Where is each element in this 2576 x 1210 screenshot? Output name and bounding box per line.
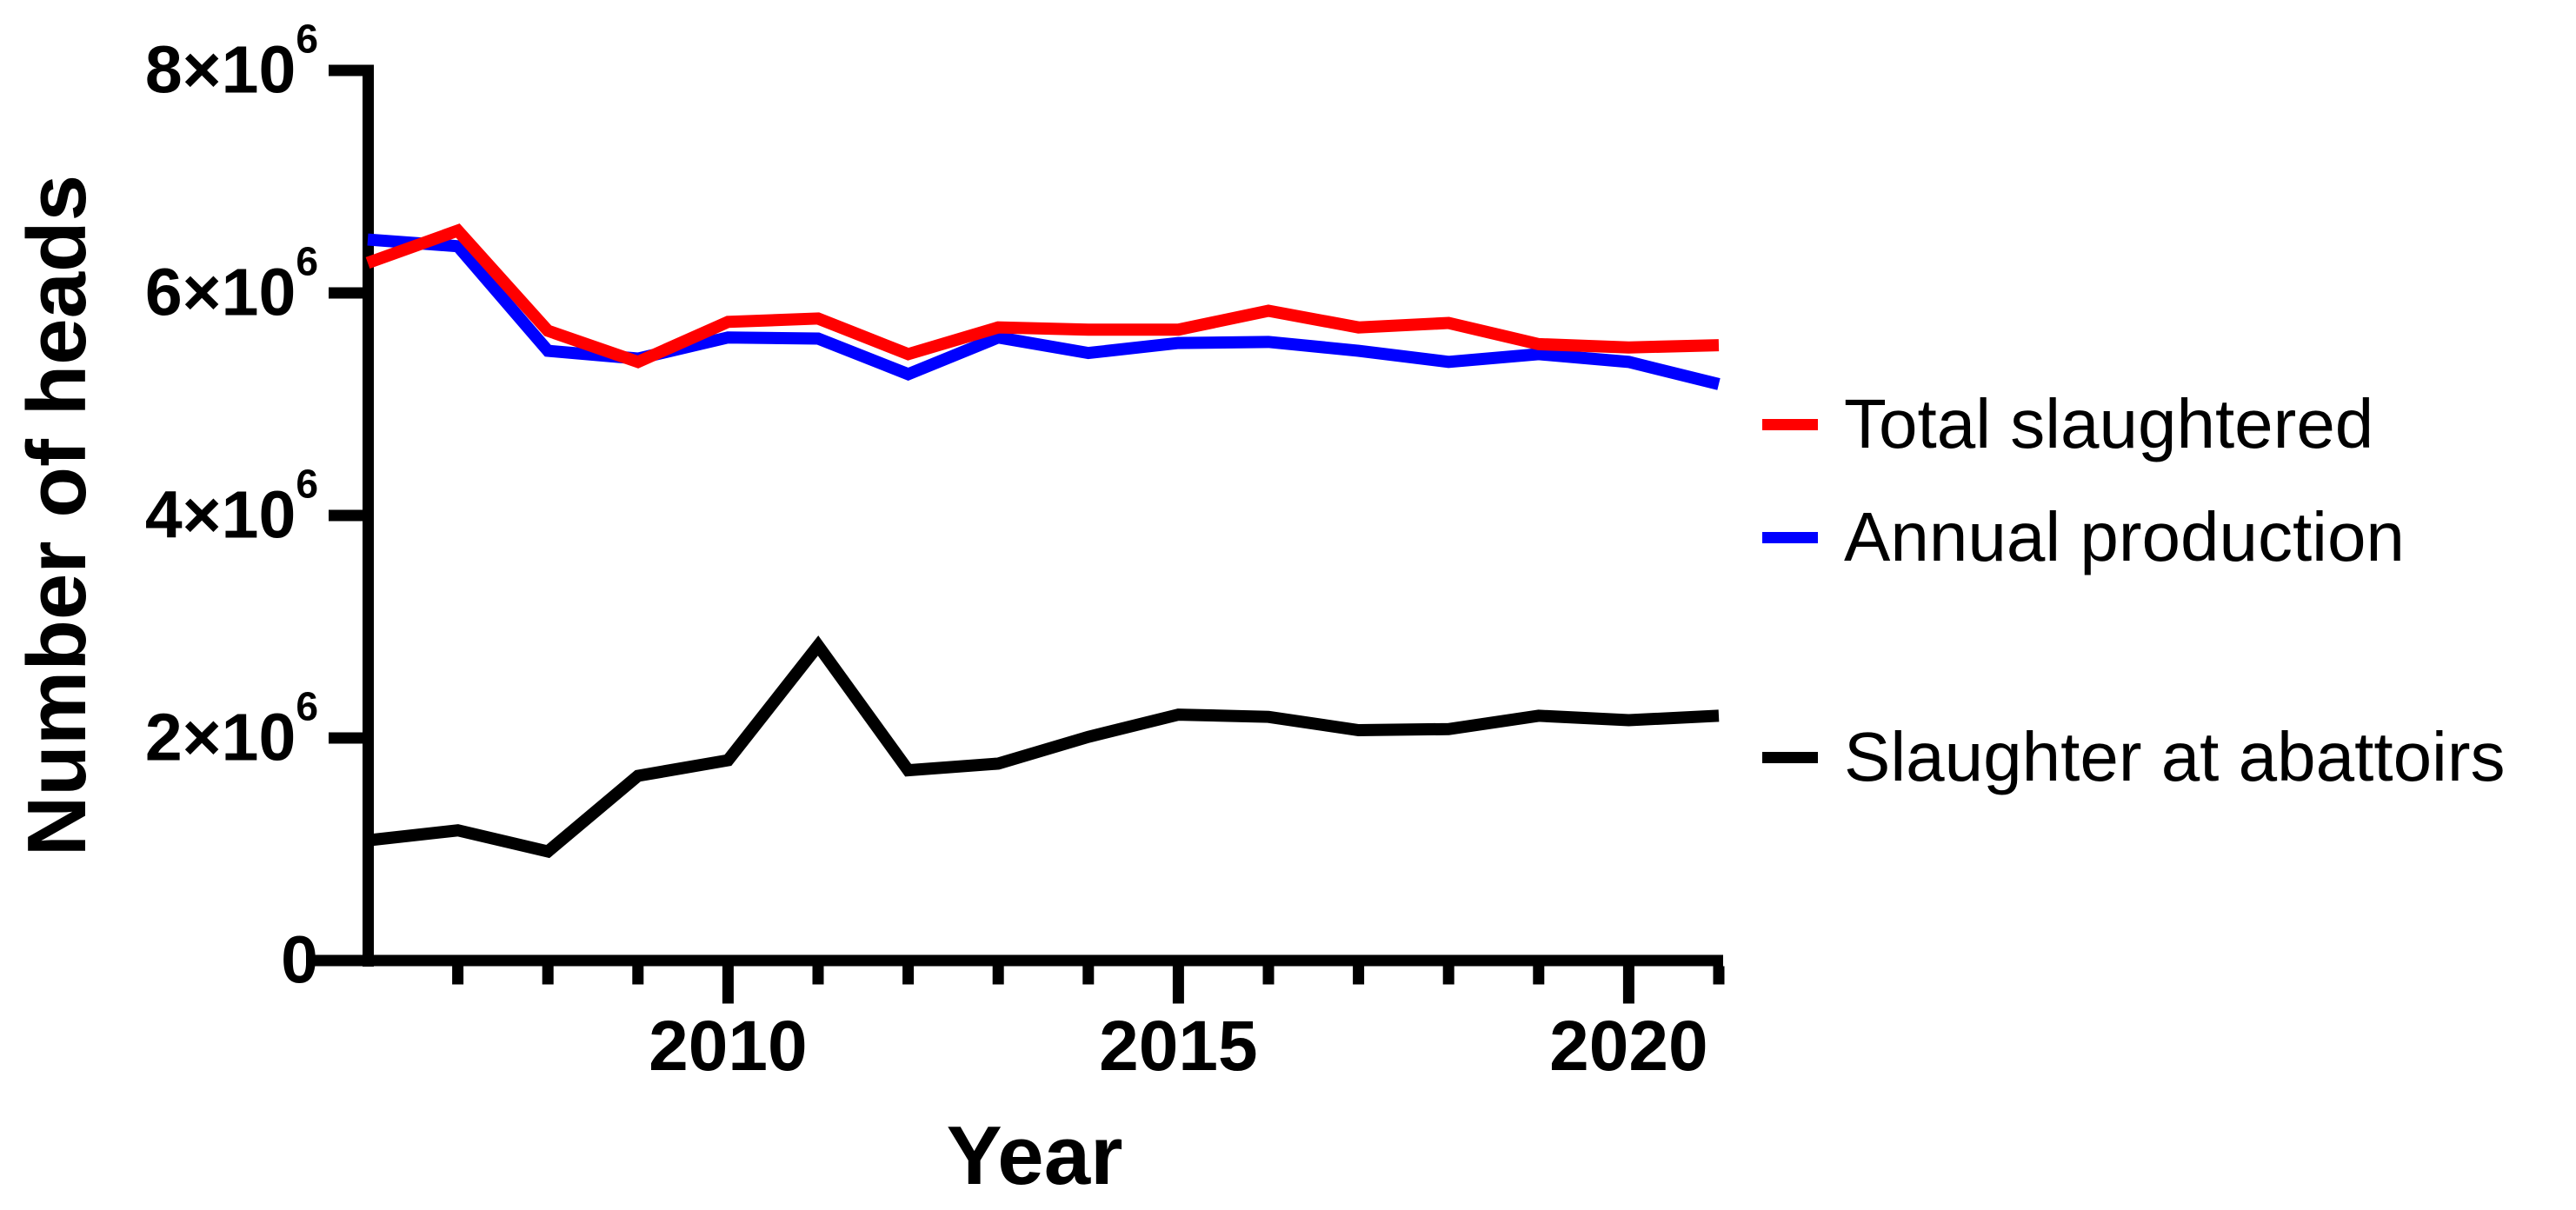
series-line-annual-production: [367, 233, 1721, 390]
x-tick-minor: [632, 966, 644, 985]
x-tick-minor: [542, 966, 554, 985]
x-tick-label: 2010: [649, 1007, 808, 1086]
y-tick-label: 4×106: [144, 461, 318, 553]
legend-swatch-annual-production: [1762, 531, 1818, 543]
legend-item-total-slaughtered: Total slaughtered: [1762, 384, 2373, 464]
y-tick-label: 8×106: [144, 16, 318, 108]
x-tick-minor: [452, 966, 464, 985]
x-tick-minor: [1713, 966, 1725, 985]
legend-item-slaughter-at-abattoirs: Slaughter at abattoirs: [1762, 717, 2505, 797]
series-line-total-slaughtered: [365, 223, 1720, 369]
x-tick-minor: [1082, 966, 1095, 985]
legend-label-annual-production: Annual production: [1844, 498, 2405, 575]
legend-item-annual-production: Annual production: [1762, 497, 2405, 577]
y-tick: [329, 732, 374, 744]
x-tick-minor: [812, 966, 824, 985]
y-tick: [329, 64, 374, 76]
legend-label-slaughter-at-abattoirs: Slaughter at abattoirs: [1844, 718, 2506, 795]
y-tick-label: 6×106: [144, 238, 318, 330]
x-tick-major: [1172, 966, 1184, 1004]
x-tick-minor: [902, 966, 915, 985]
x-tick-minor: [1262, 966, 1275, 985]
x-tick-minor: [1353, 966, 1365, 985]
legend: Total slaughtered Annual production Slau…: [1762, 0, 2571, 1210]
x-tick-minor: [992, 966, 1004, 985]
y-tick-label: 0: [281, 922, 318, 998]
x-tick-label: 2015: [1099, 1007, 1258, 1086]
x-axis-title: Year: [946, 1109, 1123, 1202]
legend-swatch-slaughter-at-abattoirs: [1762, 751, 1818, 763]
x-tick-minor: [1533, 966, 1545, 985]
x-tick-major: [722, 966, 734, 1004]
y-tick-label: 2×106: [144, 683, 318, 775]
legend-swatch-total-slaughtered: [1762, 418, 1818, 430]
y-tick: [329, 287, 374, 299]
y-tick: [329, 509, 374, 522]
x-axis-line: [306, 954, 1723, 967]
legend-label-total-slaughtered: Total slaughtered: [1844, 385, 2374, 462]
x-tick-minor: [1442, 966, 1454, 985]
series-line-slaughter-at-abattoirs: [367, 635, 1720, 859]
x-tick-label: 2020: [1549, 1007, 1708, 1086]
x-tick-major: [1622, 966, 1634, 1004]
